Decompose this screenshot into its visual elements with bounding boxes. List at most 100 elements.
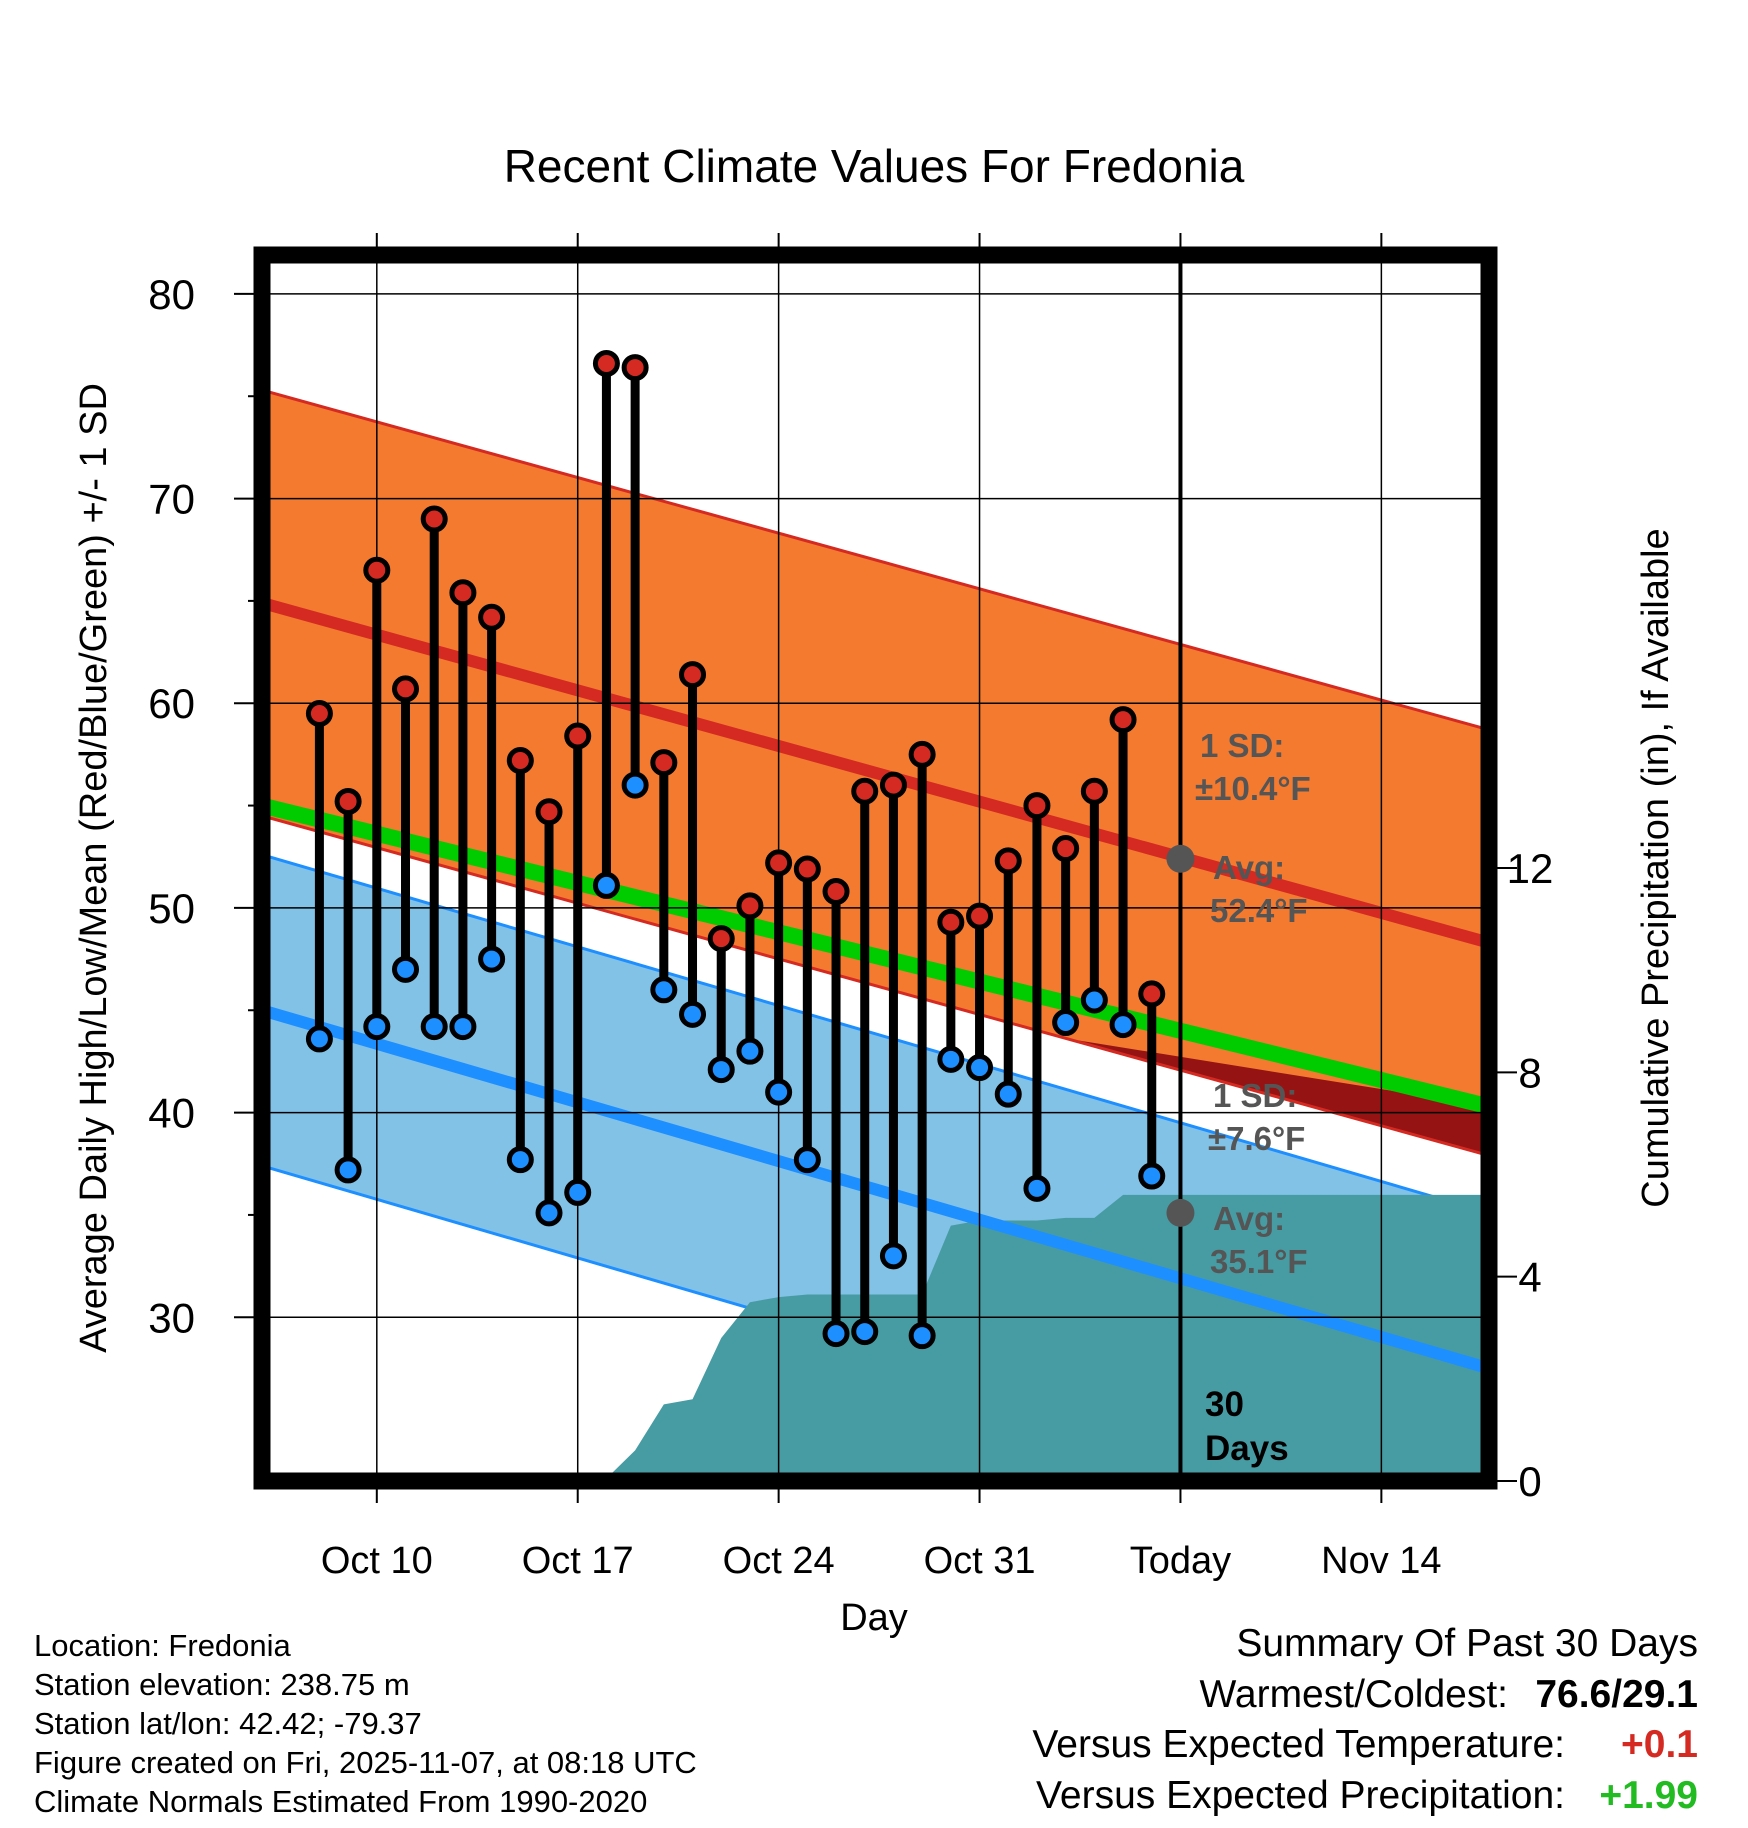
daily-low-point	[908, 1322, 936, 1350]
daily-low-point	[478, 945, 506, 973]
daily-high-point	[851, 777, 879, 805]
daily-high-point	[966, 902, 994, 930]
daily-high-point	[1052, 835, 1080, 863]
daily-high-point	[937, 908, 965, 936]
summary-heading: Summary Of Past 30 Days	[1236, 1622, 1698, 1665]
footer-elevation: Station elevation: 238.75 m	[34, 1667, 410, 1702]
high-sd-label: 1 SD:	[1200, 727, 1284, 764]
daily-high-point	[822, 878, 850, 906]
summary-temp-value: +0.1	[1621, 1723, 1698, 1766]
y-tick-label-left: 50	[148, 885, 195, 932]
daily-low-point	[564, 1178, 592, 1206]
daily-low-point	[1023, 1174, 1051, 1202]
summary-temp-label: Versus Expected Temperature:	[1032, 1723, 1565, 1766]
y-tick-label-left: 70	[148, 476, 195, 523]
daily-high-point	[449, 579, 477, 607]
daily-low-point	[1080, 986, 1108, 1014]
y-axis-label-left: Average Daily High/Low/Mean (Red/Blue/Gr…	[73, 383, 115, 1353]
daily-low-point	[392, 955, 420, 983]
daily-low-point	[1109, 1011, 1137, 1039]
chart-title: Recent Climate Values For Fredonia	[504, 140, 1245, 192]
x-tick-label: Oct 17	[522, 1540, 634, 1582]
daily-high-point	[707, 925, 735, 953]
x-tick-label: Today	[1130, 1540, 1231, 1582]
footer-location: Location: Fredonia	[34, 1628, 291, 1663]
daily-low-point	[592, 871, 620, 899]
y-tick-label-right: 12	[1507, 845, 1554, 892]
daily-low-point	[736, 1037, 764, 1065]
daily-low-point	[679, 1000, 707, 1028]
footer-latlon: Station lat/lon: 42.42; -79.37	[34, 1706, 422, 1741]
daily-low-point	[363, 1013, 391, 1041]
low-sd-label: 1 SD:	[1213, 1077, 1297, 1114]
daily-high-point	[994, 847, 1022, 875]
summary-warm-cold-label: Warmest/Coldest:	[1199, 1673, 1508, 1716]
y-tick-label-right: 0	[1518, 1458, 1541, 1505]
today-low-avg-marker	[1166, 1198, 1195, 1227]
y-tick-label-left: 80	[148, 271, 195, 318]
low-avg-value: 35.1°F	[1210, 1243, 1308, 1280]
y-axis-label-right: Cumulative Precipitation (in), If Availa…	[1635, 528, 1677, 1207]
daily-high-point	[621, 354, 649, 382]
daily-high-point	[1023, 792, 1051, 820]
daily-low-point	[707, 1056, 735, 1084]
footer-created: Figure created on Fri, 2025-11-07, at 08…	[34, 1745, 697, 1780]
daily-high-point	[334, 787, 362, 815]
daily-high-point	[793, 855, 821, 883]
daily-high-point	[650, 749, 678, 777]
daily-low-point	[851, 1318, 879, 1346]
x-tick-label: Oct 10	[321, 1540, 433, 1582]
summary-precip-value: +1.99	[1599, 1774, 1698, 1817]
y-tick-label-left: 30	[148, 1294, 195, 1341]
daily-low-point	[879, 1242, 907, 1270]
daily-low-point	[765, 1078, 793, 1106]
summary-warm-cold-value: 76.6/29.1	[1535, 1673, 1698, 1716]
x-axis-label: Day	[840, 1597, 908, 1639]
daily-high-point	[592, 349, 620, 377]
daily-low-point	[966, 1054, 994, 1082]
daily-high-point	[535, 798, 563, 826]
daily-low-point	[994, 1080, 1022, 1108]
today-days-count: 30	[1205, 1385, 1244, 1424]
daily-low-point	[937, 1045, 965, 1073]
x-tick-label: Nov 14	[1321, 1540, 1441, 1582]
high-avg-value: 52.4°F	[1210, 892, 1308, 929]
daily-high-point	[879, 771, 907, 799]
x-tick-label: Oct 24	[723, 1540, 835, 1582]
daily-high-point	[765, 849, 793, 877]
x-tick-label: Oct 31	[924, 1540, 1036, 1582]
daily-high-point	[564, 722, 592, 750]
daily-high-point	[908, 740, 936, 768]
daily-low-point	[822, 1320, 850, 1348]
normal-low-line	[262, 1004, 1489, 1375]
y-tick-label-right: 8	[1518, 1049, 1541, 1096]
footer-normals: Climate Normals Estimated From 1990-2020	[34, 1784, 648, 1819]
today-days-label: Days	[1205, 1429, 1289, 1468]
daily-high-point	[392, 675, 420, 703]
daily-low-point	[334, 1156, 362, 1184]
y-tick-label-right: 4	[1518, 1254, 1541, 1301]
daily-high-point	[420, 505, 448, 533]
daily-high-point	[736, 892, 764, 920]
low-avg-label: Avg:	[1213, 1200, 1285, 1237]
daily-high-point	[305, 699, 333, 727]
daily-low-point	[420, 1013, 448, 1041]
daily-low-point	[305, 1025, 333, 1053]
daily-high-point	[506, 747, 534, 775]
high-sd-upper-edge	[262, 388, 1489, 732]
y-tick-label-left: 40	[148, 1090, 195, 1137]
daily-high-point	[1080, 777, 1108, 805]
daily-low-point	[535, 1199, 563, 1227]
daily-high-point	[1109, 706, 1137, 734]
high-avg-label: Avg:	[1213, 849, 1285, 886]
daily-low-point	[621, 771, 649, 799]
daily-low-point	[650, 976, 678, 1004]
daily-low-point	[1138, 1162, 1166, 1190]
daily-high-point	[363, 556, 391, 584]
high-sd-value: ±10.4°F	[1195, 770, 1311, 807]
daily-high-point	[679, 661, 707, 689]
daily-low-point	[449, 1013, 477, 1041]
daily-high-point	[1138, 980, 1166, 1008]
daily-low-point	[1052, 1009, 1080, 1037]
